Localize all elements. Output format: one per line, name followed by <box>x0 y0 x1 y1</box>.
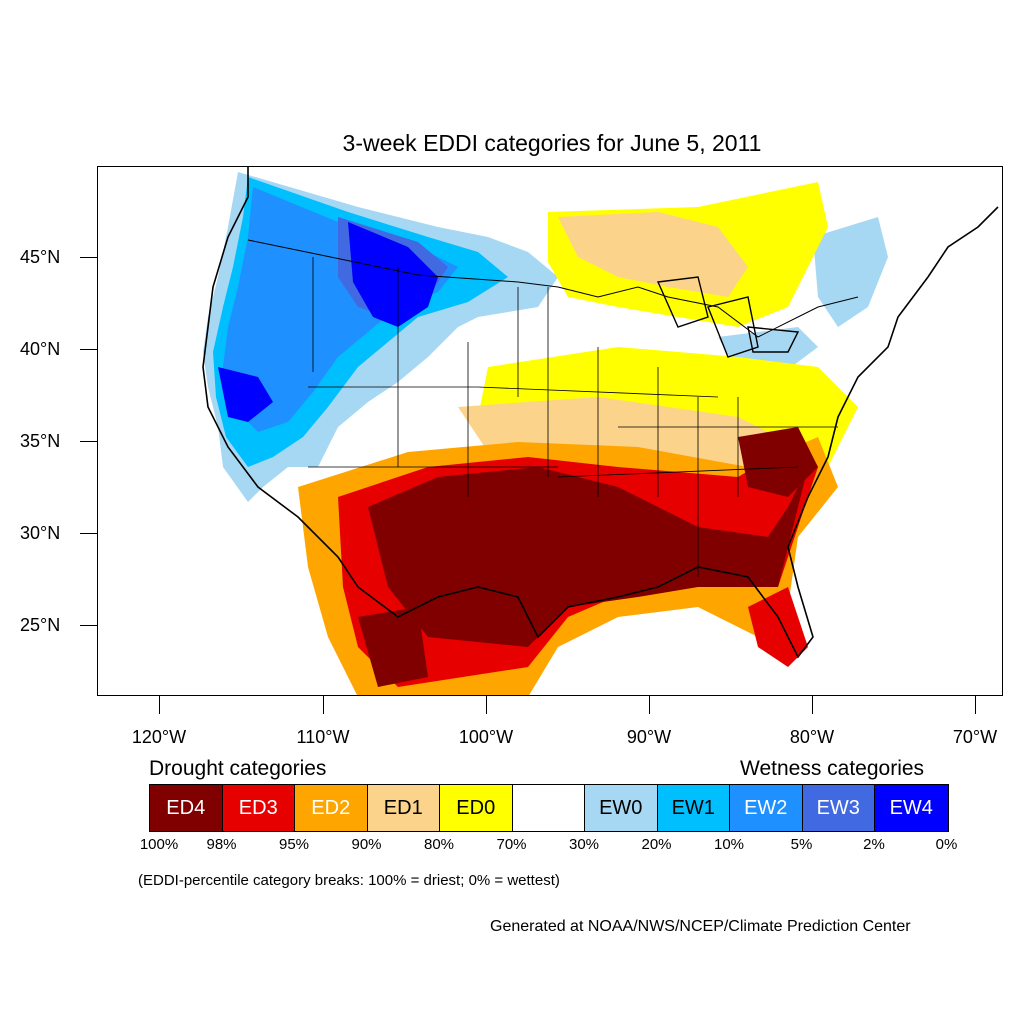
eddi-map <box>97 166 1003 696</box>
lat-label-25: 25°N <box>20 615 61 635</box>
legend-break-label: 5% <box>790 836 813 853</box>
lon-tick-70 <box>975 696 976 714</box>
lat-tick-45 <box>80 257 97 258</box>
lon-label-110: 110°W <box>296 727 350 747</box>
state-lines <box>308 257 838 577</box>
legend-box-ew2: EW2 <box>730 785 803 831</box>
map-canvas <box>202 167 999 695</box>
lat-tick-35 <box>80 441 97 442</box>
legend-box-ed0: ED0 <box>440 785 513 831</box>
category-note: (EDDI-percentile category breaks: 100% =… <box>138 872 560 889</box>
legend-box-ew1: EW1 <box>657 785 730 831</box>
legend-break-label: 100% <box>139 836 179 853</box>
wet-region-ew4-nevada <box>218 367 273 422</box>
legend-break-label: 70% <box>496 836 527 853</box>
legend-box-ew0: EW0 <box>585 785 658 831</box>
dry-region-north-central-ed1 <box>558 212 748 297</box>
lat-label-30: 30°N <box>20 523 61 543</box>
lon-tick-100 <box>486 696 487 714</box>
legend-box-ew3: EW3 <box>802 785 875 831</box>
lon-tick-120 <box>159 696 160 714</box>
legend-break-label: 98% <box>206 836 237 853</box>
legend-break-label: 20% <box>641 836 672 853</box>
conus-outline <box>202 167 999 659</box>
lon-label-120: 120°W <box>131 727 187 747</box>
legend-wetness-heading: Wetness categories <box>740 757 925 780</box>
drought-region-south-ed4 <box>368 467 808 647</box>
drought-region-mexico-ed4 <box>358 607 428 687</box>
lat-label-35: 35°N <box>20 431 61 451</box>
great-lakes <box>656 276 800 358</box>
legend-box-ed4: ED4 <box>150 785 223 831</box>
wet-region-northeast <box>813 217 888 327</box>
lon-tick-110 <box>323 696 324 714</box>
legend-box-ed1: ED1 <box>367 785 440 831</box>
lon-tick-80 <box>812 696 813 714</box>
wet-region-ew4-idaho <box>348 222 438 327</box>
credit-text: Generated at NOAA/NWS/NCEP/Climate Predi… <box>490 918 911 935</box>
legend-box-ed3: ED3 <box>222 785 295 831</box>
lat-label-40: 40°N <box>20 339 61 359</box>
legend-box-ew4: EW4 <box>875 785 948 831</box>
lat-tick-40 <box>80 349 97 350</box>
legend-break-label: 2% <box>863 836 885 853</box>
legend-break-label: 30% <box>568 836 600 853</box>
legend-break-label: 90% <box>351 836 382 853</box>
legend-drought-heading: Drought categories <box>149 757 327 780</box>
drought-region-southeast-ed4 <box>738 427 818 497</box>
legend-box-neutral <box>512 785 585 831</box>
lon-label-100: 100°W <box>458 727 514 747</box>
legend-break-label: 0% <box>935 836 958 853</box>
legend-break-label: 10% <box>713 836 745 853</box>
legend-box-ed2: ED2 <box>295 785 368 831</box>
lon-label-80: 80°W <box>789 727 835 747</box>
lat-tick-30 <box>80 533 97 534</box>
canada-border <box>247 239 859 338</box>
lat-tick-25 <box>80 625 97 626</box>
lat-label-45: 45°N <box>20 247 61 267</box>
map-title: 3-week EDDI categories for June 5, 2011 <box>342 130 762 156</box>
legend-color-bar: ED4 ED3 ED2 ED1 ED0 EW0 EW1 EW2 EW3 EW4 <box>149 784 949 832</box>
legend-break-label: 95% <box>278 836 310 853</box>
lon-tick-90 <box>649 696 650 714</box>
lon-label-90: 90°W <box>626 727 672 747</box>
legend-break-label: 80% <box>423 836 455 853</box>
lon-label-70: 70°W <box>952 727 998 747</box>
